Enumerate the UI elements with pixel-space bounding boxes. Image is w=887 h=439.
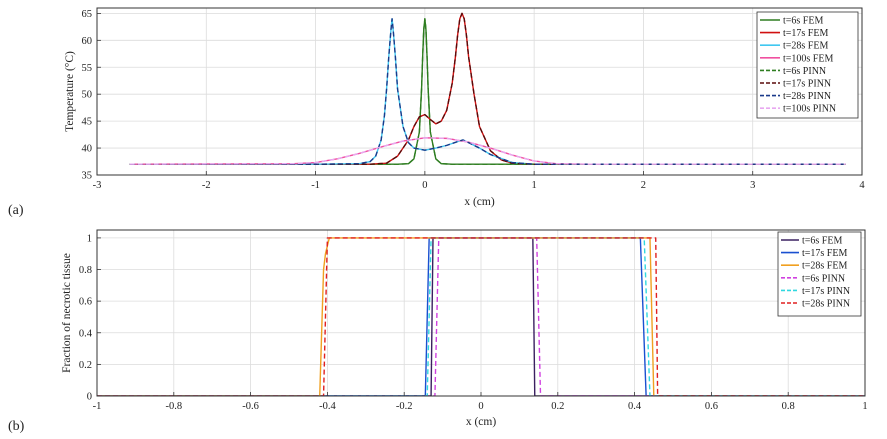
series-line-t-17s-fem — [129, 12, 846, 165]
x-tick-label: 1 — [532, 180, 537, 191]
y-axis-label: Temperature (°C) — [64, 51, 76, 132]
y-tick-label: 35 — [82, 171, 93, 182]
y-tick-label: 45 — [82, 117, 93, 128]
x-tick-label: -1 — [311, 180, 320, 191]
series-line-t-100s-fem — [129, 137, 846, 165]
x-tick-label: 1 — [862, 401, 867, 412]
legend-label-t-100s-fem: t=100s FEM — [783, 53, 833, 64]
x-axis-label: x (cm) — [464, 196, 495, 208]
legend-label-t-17s-pinn: t=17s PINN — [783, 79, 831, 90]
y-tick-label: 0.2 — [79, 360, 92, 371]
series-line-t-100s-pinn — [129, 137, 846, 165]
series-group — [97, 237, 865, 396]
series-line-t-17s-pinn — [129, 12, 846, 165]
y-tick-label: 0.6 — [79, 297, 92, 308]
x-axis-label: x (cm) — [466, 416, 497, 428]
series-group — [129, 12, 846, 165]
x-tick-label: -0.4 — [319, 401, 336, 412]
x-tick-label: 3 — [750, 180, 755, 191]
x-tick-label: 2 — [641, 180, 646, 191]
legend-label-t-6s-fem: t=6s FEM — [783, 16, 823, 27]
y-tick-label: 40 — [82, 144, 93, 155]
panel-a-label: (a) — [8, 203, 24, 218]
x-tick-label: 0 — [478, 401, 483, 412]
x-tick-label: -3 — [93, 180, 102, 191]
y-tick-label: 1 — [87, 233, 92, 244]
legend-label-t-6s-fem: t=6s FEM — [802, 236, 842, 247]
x-tick-label: 0.4 — [628, 401, 642, 412]
legend-label-t-28s-fem: t=28s FEM — [783, 41, 828, 52]
x-tick-label: -2 — [202, 180, 211, 191]
x-tick-label: 0.2 — [551, 401, 564, 412]
panel-b-label: (b) — [8, 419, 25, 434]
legend-label-t-28s-pinn: t=28s PINN — [783, 91, 831, 102]
legend-label-t-6s-pinn: t=6s PINN — [783, 66, 826, 77]
y-tick-label: 0 — [87, 392, 92, 403]
y-tick-label: 60 — [82, 36, 93, 47]
x-tick-label: -0.6 — [242, 401, 259, 412]
x-tick-label: -0.2 — [396, 401, 413, 412]
legend-box — [777, 231, 862, 317]
y-axis-label: Fraction of necrotic tissue — [61, 253, 73, 373]
x-tick-label: 0.6 — [705, 401, 718, 412]
x-tick-label: -1 — [93, 401, 102, 412]
legend-label-t-17s-fem: t=17s FEM — [783, 28, 828, 39]
legend-label-t-17s-fem: t=17s FEM — [802, 248, 847, 259]
legend-label-t-100s-pinn: t=100s PINN — [783, 104, 836, 115]
y-tick-label: 65 — [82, 9, 93, 20]
series-line-t-28s-pinn — [97, 237, 865, 396]
x-tick-label: 0 — [422, 180, 427, 191]
series-line-t-6s-pinn — [129, 18, 846, 165]
legend-label-t-28s-fem: t=28s FEM — [802, 261, 847, 272]
y-tick-label: 55 — [82, 63, 93, 74]
necrotic-fraction-chart: -1 -0.8 -0.6 -0.4 -0.2 0 0.2 0.4 0.6 0.8 1 0 0.2 0.4 0… — [61, 229, 868, 428]
legend-label-t-17s-pinn: t=17s PINN — [802, 286, 850, 297]
legend-box — [756, 11, 859, 119]
y-tick-label: 50 — [82, 90, 93, 101]
x-tick-label: -0.8 — [165, 401, 182, 412]
x-tick-label: 4 — [859, 180, 865, 191]
plot-frame — [96, 7, 863, 176]
y-tick-label: 0.4 — [79, 328, 93, 339]
legend-label-t-6s-pinn: t=6s PINN — [802, 273, 845, 284]
y-tick-label: 0.8 — [79, 265, 92, 276]
legend-label-t-28s-pinn: t=28s PINN — [802, 299, 850, 310]
temperature-chart: -3 -2 -1 0 1 2 3 4 35 40 45 50 55 60 65 x (cm) Temperatu… — [64, 7, 865, 208]
x-tick-label: 0.8 — [782, 401, 795, 412]
